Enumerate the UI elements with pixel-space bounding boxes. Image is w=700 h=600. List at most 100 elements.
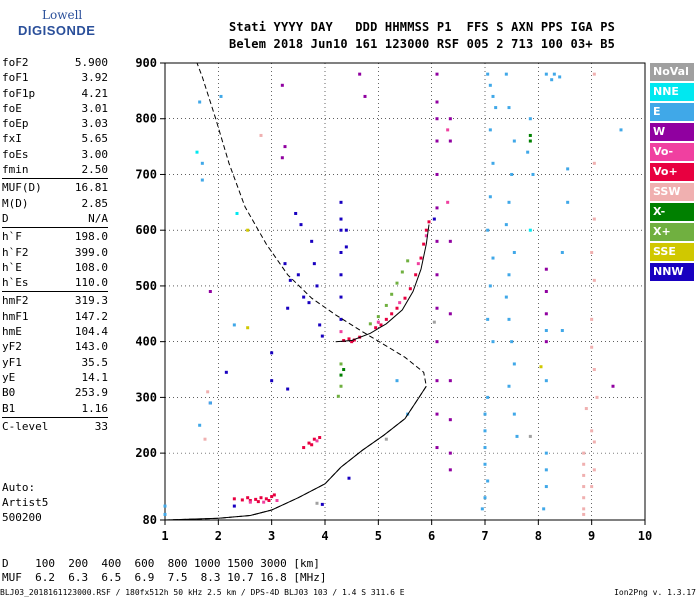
echo-point <box>339 373 343 377</box>
echo-point <box>448 117 452 121</box>
echo-point <box>280 156 284 160</box>
logo-line2: DIGISONDE <box>18 23 96 38</box>
echo-point <box>232 504 236 508</box>
echo-point <box>448 379 452 383</box>
echo-point <box>283 145 287 149</box>
legend-item: E <box>650 103 694 121</box>
echo-point <box>494 106 498 110</box>
echo-point <box>344 228 348 232</box>
echo-point <box>208 401 212 405</box>
param-value: 3.03 <box>81 117 109 131</box>
echo-point <box>582 512 586 516</box>
echo-point <box>406 259 410 263</box>
echo-point <box>611 384 615 388</box>
echo-point <box>358 72 362 76</box>
echo-point <box>374 326 378 330</box>
echo-point <box>446 200 450 204</box>
echo-point <box>395 306 399 310</box>
echo-point <box>480 507 484 511</box>
echo-point <box>294 211 298 215</box>
echo-point <box>483 429 487 433</box>
legend-item: NNW <box>650 263 694 281</box>
echo-point <box>582 485 586 489</box>
param-value: 33 <box>94 419 108 433</box>
param-value: 1.16 <box>81 401 109 415</box>
echo-point <box>486 479 490 483</box>
echo-point <box>544 468 548 472</box>
param-name: h`Es <box>2 276 29 290</box>
echo-point <box>566 200 570 204</box>
echo-point <box>208 290 212 293</box>
echo-point <box>504 223 508 227</box>
echo-point <box>590 345 594 349</box>
echo-point <box>528 228 532 232</box>
footer-version: Ion2Png v. 1.3.17 <box>614 588 696 597</box>
echo-point <box>350 340 354 344</box>
echo-point <box>403 296 407 300</box>
footer-file-info: BLJ03_2018161123000.RSF / 180fx512h 50 k… <box>0 588 405 597</box>
echo-point <box>264 497 268 501</box>
echo-point <box>342 339 346 343</box>
echo-point <box>510 340 514 344</box>
echo-point <box>435 172 439 176</box>
echo-point <box>315 501 319 505</box>
echo-point <box>224 370 228 374</box>
echo-point <box>395 379 399 383</box>
echo-point <box>590 317 594 321</box>
echo-point <box>339 200 343 204</box>
echo-point <box>315 439 319 443</box>
echo-point <box>483 412 487 416</box>
artist-line2: Artist5 <box>2 496 49 509</box>
echo-point <box>435 446 439 450</box>
param-row: h`F 198.0 <box>2 229 108 244</box>
param-row: hmF1 147.2 <box>2 309 108 324</box>
echo-point <box>448 418 452 422</box>
echo-point <box>582 462 586 466</box>
echo-point <box>352 338 356 342</box>
echo-point <box>595 395 599 399</box>
param-row: hmF2 319.3 <box>2 293 108 308</box>
param-name: B0 <box>2 386 16 400</box>
param-name: M(D) <box>2 196 29 210</box>
echo-point <box>342 368 346 372</box>
param-value: 35.5 <box>81 355 109 369</box>
echo-point <box>248 498 252 502</box>
param-value: 5.900 <box>74 56 108 69</box>
echo-point <box>486 317 490 321</box>
echo-point <box>248 500 252 504</box>
echo-point <box>435 340 439 344</box>
echo-point <box>507 273 511 277</box>
echo-point <box>558 75 562 79</box>
echo-point <box>246 496 250 500</box>
echo-point <box>163 504 167 508</box>
param-row: fxI 5.65 <box>2 131 108 146</box>
x-tick-label: 8 <box>535 529 542 543</box>
param-name: h`F <box>2 230 22 244</box>
param-name: foF1 <box>2 71 29 85</box>
x-tick-label: 9 <box>588 529 595 543</box>
echo-point <box>283 262 287 266</box>
echo-point <box>446 128 450 132</box>
echo-point <box>427 220 431 224</box>
echo-point <box>286 387 290 391</box>
param-row: C-level 33 <box>2 419 108 434</box>
echo-point <box>592 440 596 444</box>
echo-point <box>512 412 516 416</box>
param-row: foF2 5.900 <box>2 55 108 70</box>
echo-point <box>339 384 343 388</box>
header-line2: Belem 2018 Jun10 161 123000 RSF 005 2 71… <box>229 37 616 51</box>
echo-point <box>590 429 594 433</box>
echo-point <box>488 83 492 87</box>
echo-point <box>542 507 546 511</box>
param-value: 3.00 <box>81 147 109 161</box>
param-row: h`E 108.0 <box>2 260 108 275</box>
echo-point <box>432 217 436 221</box>
echo-point <box>566 167 570 171</box>
echo-point <box>376 315 380 319</box>
echo-point <box>592 468 596 472</box>
params-separator <box>2 178 108 180</box>
echo-point <box>339 228 343 232</box>
param-row: M(D) 2.85 <box>2 196 108 211</box>
artist-line3: 500200 <box>2 511 42 524</box>
echo-point <box>544 72 548 76</box>
